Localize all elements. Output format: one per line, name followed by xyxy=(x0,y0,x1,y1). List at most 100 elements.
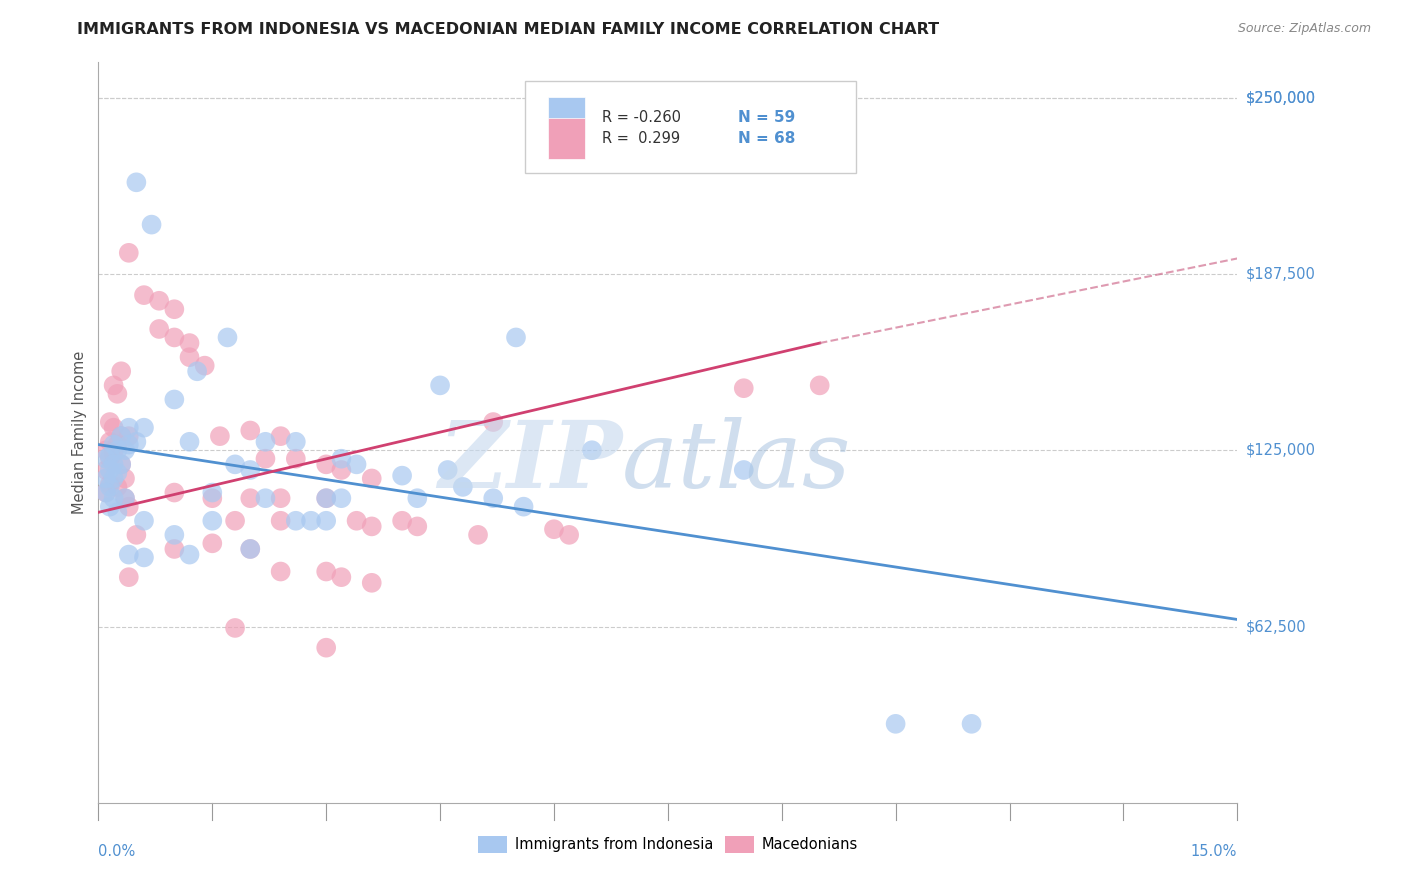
Point xyxy=(132,550,155,565)
Point xyxy=(884,716,907,731)
Text: IMMIGRANTS FROM INDONESIA VS MACEDONIAN MEDIAN FAMILY INCOME CORRELATION CHART: IMMIGRANTS FROM INDONESIA VS MACEDONIAN … xyxy=(77,22,939,37)
Point xyxy=(733,381,755,395)
Text: $125,000: $125,000 xyxy=(1246,442,1316,458)
Point xyxy=(346,514,368,528)
Text: $250,000: $250,000 xyxy=(1246,90,1316,105)
Point xyxy=(330,570,353,584)
Point xyxy=(186,364,208,378)
Text: $187,500: $187,500 xyxy=(1246,267,1316,282)
Point xyxy=(201,536,224,550)
Point xyxy=(224,458,246,472)
Point xyxy=(118,437,141,451)
Point xyxy=(254,491,277,506)
Point xyxy=(125,434,148,449)
Point xyxy=(581,443,603,458)
Point xyxy=(163,302,186,317)
Point xyxy=(201,485,224,500)
Y-axis label: Median Family Income: Median Family Income xyxy=(72,351,87,515)
Point xyxy=(284,451,307,466)
Text: 15.0%: 15.0% xyxy=(1191,844,1237,858)
Point xyxy=(254,434,277,449)
Point xyxy=(141,218,163,232)
Point xyxy=(960,716,983,731)
Point xyxy=(132,288,155,302)
Point xyxy=(330,451,353,466)
Point xyxy=(224,621,246,635)
Point xyxy=(98,434,121,449)
Point xyxy=(224,514,246,528)
Point xyxy=(98,451,121,466)
Legend: Immigrants from Indonesia, Macedonians: Immigrants from Indonesia, Macedonians xyxy=(472,830,863,858)
Point xyxy=(239,541,262,556)
Text: atlas: atlas xyxy=(623,417,852,508)
Point xyxy=(558,528,581,542)
Point xyxy=(98,500,121,514)
Point xyxy=(110,429,132,443)
Point xyxy=(94,443,117,458)
Text: $250,000: $250,000 xyxy=(1246,90,1316,105)
Point xyxy=(94,451,117,466)
Point xyxy=(163,541,186,556)
FancyBboxPatch shape xyxy=(548,97,585,138)
Point xyxy=(194,359,217,373)
Point xyxy=(284,434,307,449)
Point xyxy=(163,330,186,344)
Point xyxy=(118,548,141,562)
Point xyxy=(107,437,129,451)
Point xyxy=(512,500,534,514)
Point xyxy=(110,458,132,472)
Point xyxy=(114,471,136,485)
FancyBboxPatch shape xyxy=(526,81,856,173)
Text: N = 59: N = 59 xyxy=(738,110,796,125)
Text: 0.0%: 0.0% xyxy=(98,844,135,858)
Point xyxy=(148,293,170,308)
Point xyxy=(482,415,505,429)
Point xyxy=(103,458,125,472)
Point xyxy=(733,463,755,477)
Point xyxy=(114,491,136,506)
Point xyxy=(98,415,121,429)
Point xyxy=(132,514,155,528)
Point xyxy=(391,514,413,528)
Point xyxy=(103,437,125,451)
Text: N = 68: N = 68 xyxy=(738,131,796,145)
Point xyxy=(315,640,337,655)
Point xyxy=(201,491,224,506)
Point xyxy=(391,468,413,483)
Point xyxy=(132,420,155,434)
Point xyxy=(406,519,429,533)
Point xyxy=(315,458,337,472)
Point xyxy=(270,491,292,506)
Point xyxy=(284,514,307,528)
Point xyxy=(315,514,337,528)
Point xyxy=(315,491,337,506)
Point xyxy=(467,528,489,542)
Point xyxy=(436,463,458,477)
Point xyxy=(315,491,337,506)
Point xyxy=(163,392,186,407)
Point xyxy=(208,429,231,443)
Text: $62,500: $62,500 xyxy=(1246,619,1306,634)
Point xyxy=(239,463,262,477)
Point xyxy=(110,364,132,378)
Point xyxy=(107,480,129,494)
Point xyxy=(98,480,121,494)
Point xyxy=(406,491,429,506)
Point xyxy=(217,330,239,344)
Point xyxy=(107,466,129,480)
Point xyxy=(118,429,141,443)
Point xyxy=(94,485,117,500)
Point xyxy=(330,463,353,477)
Text: R =  0.299: R = 0.299 xyxy=(602,131,681,145)
Point xyxy=(179,434,201,449)
Point xyxy=(543,522,565,536)
Point xyxy=(114,491,136,506)
Point xyxy=(451,480,474,494)
Text: ZIP: ZIP xyxy=(439,417,623,508)
Point xyxy=(118,245,141,260)
Point xyxy=(148,322,170,336)
Point xyxy=(103,420,125,434)
Point xyxy=(163,528,186,542)
Point xyxy=(239,541,262,556)
Point xyxy=(94,463,117,477)
